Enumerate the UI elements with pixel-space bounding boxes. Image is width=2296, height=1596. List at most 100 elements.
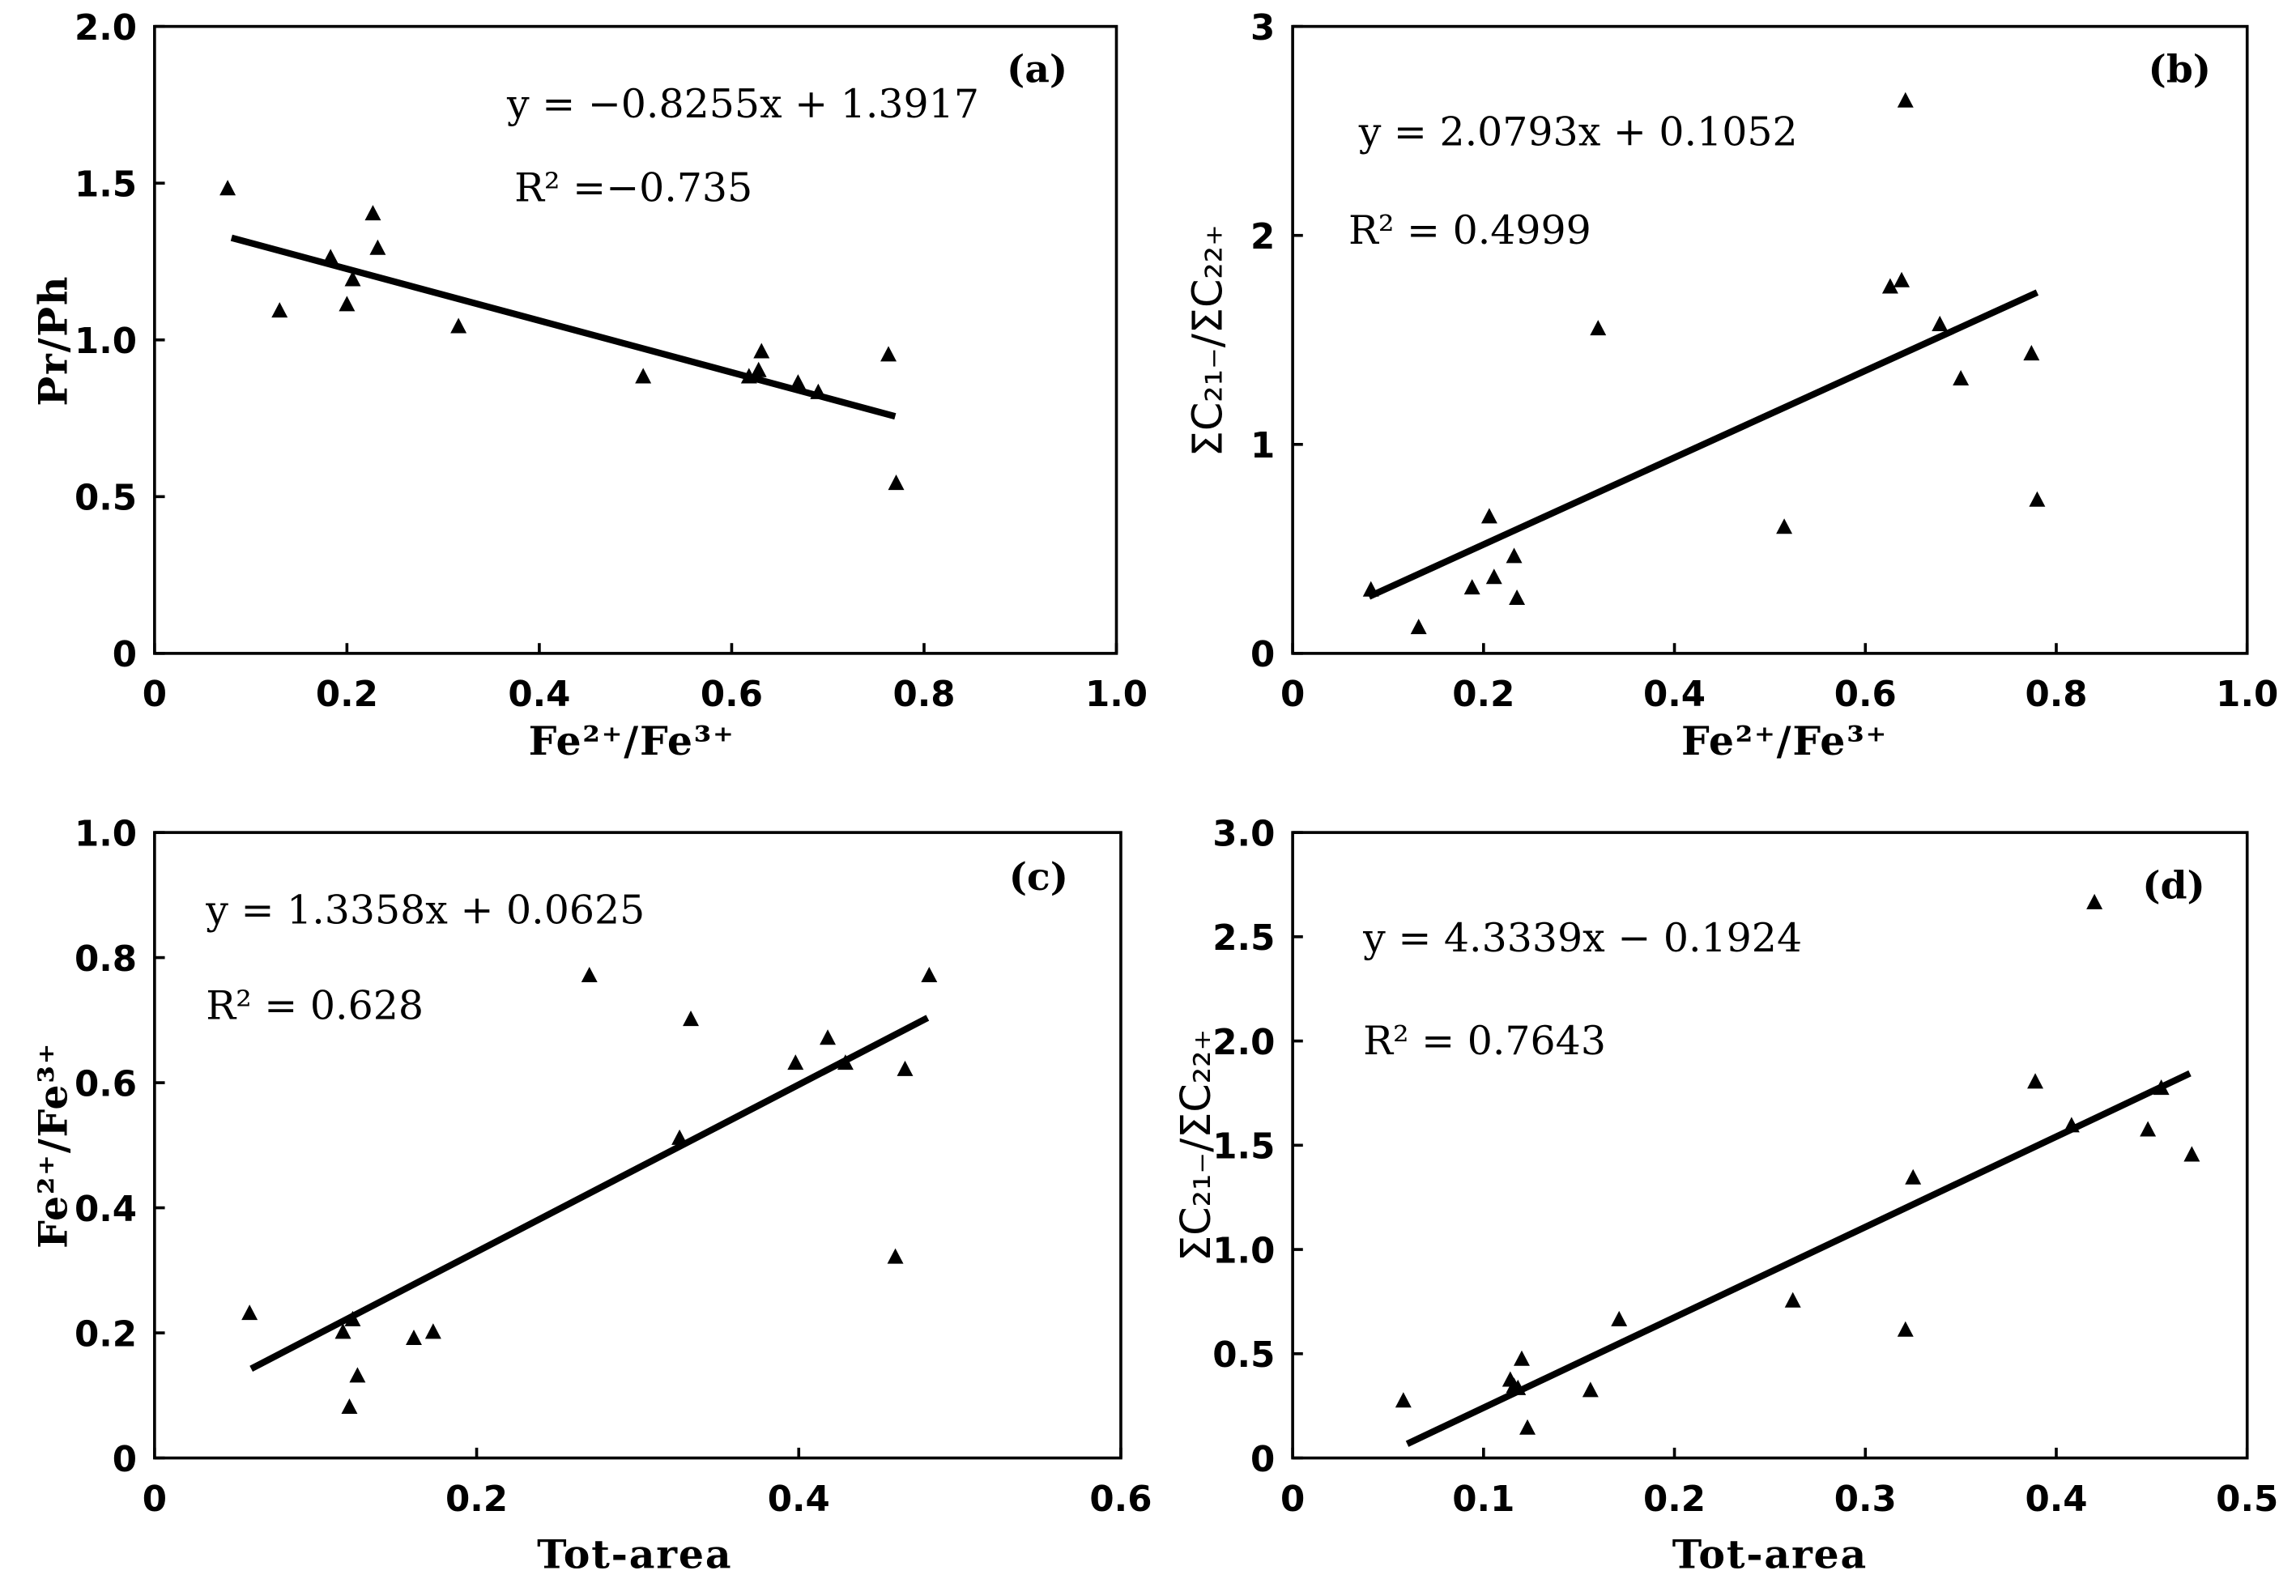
- panel-b: 0 1 2 3 0 0.2 0.4 0.6 0.8 1.0 Fe²⁺/Fe³⁺ ΣC₂₁₋/ΣC₂₂₊…: [1183, 8, 2278, 764]
- data-point: [787, 1054, 804, 1070]
- r-squared: R² = 0.4999: [1348, 207, 1591, 253]
- data-point: [344, 270, 361, 287]
- panel-c: 0 0.2 0.4 0.6 0.8 1.0 0 0.2 0.4 0.6 Tot-area Fe²⁺/F…: [30, 814, 1152, 1577]
- data-point: [683, 1011, 699, 1027]
- y-tick-label: 1.0: [75, 814, 137, 854]
- x-tick-label: 0.6: [701, 675, 763, 715]
- data-point: [1395, 1392, 1412, 1408]
- data-point: [635, 368, 652, 384]
- data-point: [344, 1310, 361, 1326]
- trendline: [230, 234, 897, 420]
- y-tick-label: 0.2: [75, 1314, 137, 1355]
- data-point: [887, 1248, 904, 1264]
- y-tick-label: 1.0: [75, 321, 137, 362]
- x-tick-label: 0: [143, 1479, 167, 1520]
- x-tick-label: 1.0: [2216, 675, 2278, 715]
- x-tick-label: 0.2: [1452, 675, 1514, 715]
- panel-label: (b): [2149, 48, 2212, 92]
- y-tick-label: 0.5: [75, 479, 137, 519]
- y-tick-label: 1: [1250, 426, 1275, 466]
- data-point: [897, 1060, 914, 1076]
- x-tick-label: 0.2: [1643, 1479, 1706, 1520]
- panel-label: (a): [1007, 48, 1067, 92]
- data-point: [2140, 1121, 2157, 1137]
- regression-equation: y = 1.3358x + 0.0625: [205, 887, 645, 934]
- data-point: [1776, 518, 1793, 534]
- x-tick-label: 0.2: [316, 675, 378, 715]
- y-axis-label: Fe²⁺/Fe³⁺: [30, 1042, 77, 1249]
- y-tick-label: 1.5: [1212, 1127, 1275, 1168]
- x-tick-label: 0.6: [1089, 1479, 1152, 1520]
- data-point: [2027, 1073, 2044, 1089]
- y-tick-label: 1.5: [75, 165, 137, 206]
- data-point: [921, 966, 938, 983]
- data-point: [2183, 1146, 2200, 1162]
- r-squared: R² = 0.628: [206, 982, 424, 1028]
- x-axis-label: Tot-area: [537, 1531, 732, 1578]
- data-point: [271, 302, 288, 318]
- y-tick-label: 2.0: [75, 8, 137, 49]
- panel-label: (d): [2142, 864, 2205, 909]
- data-point: [1611, 1310, 1628, 1326]
- data-point: [1784, 1292, 1801, 1308]
- x-tick-label: 0.1: [1452, 1479, 1514, 1520]
- regression-equation: y = 4.3339x − 0.1924: [1362, 915, 1802, 961]
- data-point: [339, 296, 356, 312]
- panel-d: 0 0.5 1.0 1.5 2.0 2.5 3.0 0 0.1 0.2 0.3 0.4 0.5 Tot-a…: [1172, 814, 2278, 1577]
- data-point: [740, 368, 757, 384]
- data-point: [322, 249, 339, 265]
- data-point: [349, 1367, 366, 1383]
- y-tick-label: 2: [1250, 217, 1275, 257]
- data-point: [753, 343, 770, 359]
- y-axis-label: ΣC₂₁₋/ΣC₂₂₊: [1183, 224, 1231, 457]
- y-axis-label: ΣC₂₁₋/ΣC₂₂₊: [1172, 1029, 1220, 1262]
- data-point: [1513, 1350, 1530, 1366]
- y-tick-label: 0: [1250, 635, 1275, 675]
- x-tick-label: 0.6: [1834, 675, 1897, 715]
- data-point: [1519, 1419, 1536, 1435]
- data-point: [450, 317, 467, 334]
- x-tick-label: 0.3: [1834, 1479, 1897, 1520]
- data-point: [1510, 1379, 1527, 1395]
- data-point: [219, 180, 236, 196]
- data-point: [2153, 1079, 2170, 1096]
- data-point: [1897, 1321, 1914, 1337]
- data-point: [2063, 1117, 2080, 1133]
- y-tick-label: 0: [113, 1440, 137, 1480]
- data-point: [1506, 547, 1523, 564]
- y-axis-label: Pr/Ph: [30, 275, 77, 406]
- data-point: [1905, 1168, 1922, 1185]
- data-point: [2029, 491, 2046, 507]
- x-tick-label: 0.8: [892, 675, 955, 715]
- plot-frame: [1291, 24, 2249, 655]
- x-tick-label: 0: [143, 675, 167, 715]
- y-tick-label: 2.0: [1212, 1023, 1275, 1063]
- data-point: [1582, 1381, 1599, 1398]
- data-point: [750, 361, 767, 377]
- y-tick-label: 0.4: [75, 1190, 137, 1230]
- x-tick-label: 0.2: [445, 1479, 508, 1520]
- data-point: [341, 1398, 358, 1415]
- data-point: [888, 475, 905, 491]
- trendline: [1367, 289, 2039, 600]
- x-axis-label: Fe²⁺/Fe³⁺: [529, 717, 735, 764]
- x-tick-label: 0: [1280, 675, 1305, 715]
- data-point: [1480, 508, 1497, 524]
- data-point: [880, 346, 897, 362]
- data-point: [837, 1054, 854, 1070]
- panel-label: (c): [1009, 855, 1068, 900]
- x-tick-label: 0.5: [2216, 1479, 2278, 1520]
- data-point: [424, 1323, 441, 1339]
- x-tick-label: 0.8: [2025, 675, 2087, 715]
- y-tick-label: 3.0: [1212, 814, 1275, 854]
- data-point: [790, 374, 807, 390]
- data-point: [810, 383, 827, 399]
- data-point: [406, 1330, 422, 1346]
- data-point: [369, 239, 386, 255]
- data-point: [1590, 320, 1607, 336]
- data-point: [2086, 893, 2103, 909]
- r-squared: R² =−0.735: [514, 164, 752, 211]
- y-tick-label: 0.8: [75, 939, 137, 980]
- trendline: [1405, 1070, 2192, 1447]
